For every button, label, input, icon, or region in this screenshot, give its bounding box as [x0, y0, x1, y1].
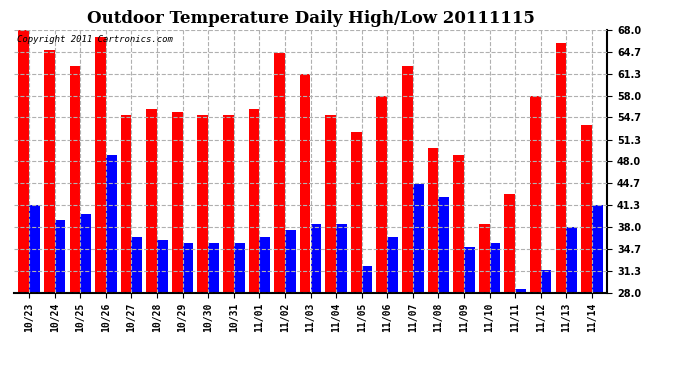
Bar — [157, 240, 168, 292]
Title: Outdoor Temperature Daily High/Low 20111115: Outdoor Temperature Daily High/Low 20111… — [86, 10, 535, 27]
Bar — [438, 197, 449, 292]
Bar — [581, 125, 592, 292]
Text: Copyright 2011 Cartronics.com: Copyright 2011 Cartronics.com — [17, 35, 172, 44]
Bar — [325, 116, 336, 292]
Bar — [464, 247, 475, 292]
Bar — [197, 116, 208, 292]
Bar — [413, 184, 424, 292]
Bar — [183, 243, 193, 292]
Bar — [515, 289, 526, 292]
Bar — [80, 214, 91, 292]
Bar — [377, 96, 387, 292]
Bar — [121, 116, 132, 292]
Bar — [146, 109, 157, 292]
Bar — [274, 53, 285, 292]
Bar — [29, 205, 40, 292]
Bar — [44, 50, 55, 292]
Bar — [351, 132, 362, 292]
Bar — [504, 194, 515, 292]
Bar — [299, 74, 310, 292]
Bar — [106, 155, 117, 292]
Bar — [208, 243, 219, 292]
Bar — [55, 220, 66, 292]
Bar — [566, 227, 577, 292]
Bar — [387, 237, 398, 292]
Bar — [70, 66, 80, 292]
Bar — [428, 148, 438, 292]
Bar — [285, 230, 295, 292]
Bar — [248, 109, 259, 292]
Bar — [172, 112, 183, 292]
Bar — [310, 224, 322, 292]
Bar — [541, 270, 551, 292]
Bar — [95, 37, 106, 292]
Bar — [132, 237, 142, 292]
Bar — [453, 155, 464, 292]
Bar — [479, 224, 489, 292]
Bar — [259, 237, 270, 292]
Bar — [530, 96, 541, 292]
Bar — [362, 266, 373, 292]
Bar — [489, 243, 500, 292]
Bar — [223, 116, 234, 292]
Bar — [402, 66, 413, 292]
Bar — [19, 30, 29, 292]
Bar — [234, 243, 244, 292]
Bar — [336, 224, 347, 292]
Bar — [555, 43, 566, 292]
Bar — [592, 205, 602, 292]
